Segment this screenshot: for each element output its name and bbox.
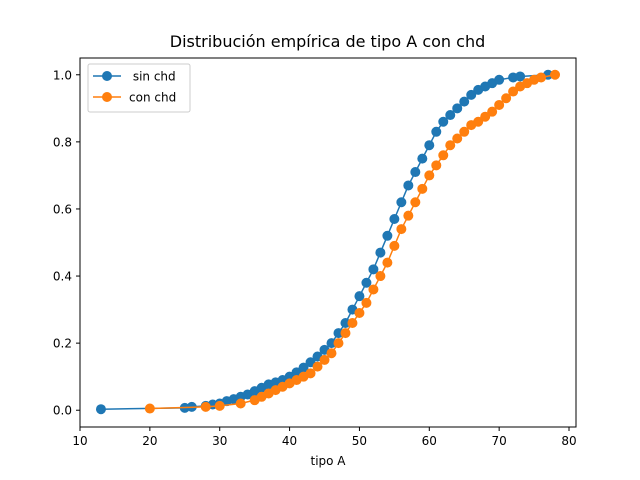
x-tick-label: 70 — [492, 434, 507, 448]
data-point-series-1 — [445, 110, 456, 121]
x-tick-label: 80 — [561, 434, 576, 448]
data-point-series-1 — [466, 89, 477, 100]
data-point-series-1 — [403, 180, 414, 191]
data-point-series-1 — [368, 264, 379, 275]
data-point-series-2 — [403, 210, 414, 221]
data-point-series-2 — [501, 93, 512, 104]
data-point-series-1 — [431, 126, 442, 137]
data-point-series-2 — [319, 354, 330, 365]
data-point-series-2 — [333, 338, 344, 349]
data-point-series-2 — [536, 72, 547, 83]
y-tick-label: 0.6 — [53, 202, 72, 216]
data-point-series-2 — [235, 398, 246, 409]
data-point-series-2 — [424, 170, 435, 181]
data-point-series-1 — [438, 116, 449, 127]
data-point-series-2 — [382, 257, 393, 268]
data-point-series-1 — [515, 71, 526, 82]
axes-frame — [79, 57, 577, 428]
data-point-series-2 — [410, 197, 421, 208]
data-point-series-2 — [473, 116, 484, 127]
data-point-series-2 — [438, 150, 449, 161]
data-point-series-2 — [487, 106, 498, 117]
x-tick-label: 60 — [422, 434, 437, 448]
x-ticks: 10 20 30 40 50 60 70 80 — [72, 427, 577, 448]
data-point-series-1 — [389, 214, 400, 225]
data-point-series-1 — [95, 404, 106, 415]
data-point-series-2 — [480, 111, 491, 122]
x-tick-label: 40 — [282, 434, 297, 448]
y-tick-label: 0.8 — [53, 135, 72, 149]
data-point-series-2 — [459, 126, 470, 137]
data-point-series-1 — [452, 103, 463, 114]
data-point-series-1 — [410, 167, 421, 178]
data-point-series-1 — [305, 357, 316, 368]
data-point-series-1 — [382, 230, 393, 241]
data-point-series-2 — [144, 403, 155, 414]
data-point-series-1 — [417, 153, 428, 164]
data-point-series-2 — [214, 400, 225, 411]
data-point-series-2 — [354, 307, 365, 318]
data-point-series-2 — [200, 401, 211, 412]
y-ticks: 0.0 0.2 0.4 0.6 0.8 1.0 — [53, 68, 80, 418]
x-tick-label: 20 — [142, 434, 157, 448]
y-tick-label: 0.0 — [53, 404, 72, 418]
data-point-series-2 — [361, 297, 372, 308]
legend-label-2: con chd — [129, 91, 176, 105]
x-tick-label: 10 — [72, 434, 87, 448]
data-point-series-2 — [340, 328, 351, 339]
chart-title: Distribución empírica de tipo A con chd — [169, 32, 486, 51]
y-tick-label: 0.2 — [53, 337, 72, 351]
data-point-series-2 — [494, 99, 505, 110]
data-point-series-1 — [459, 96, 470, 107]
data-point-series-2 — [508, 86, 519, 97]
legend-label-1: sin chd — [129, 70, 176, 84]
data-point-series-1 — [354, 291, 365, 302]
data-point-series-2 — [326, 348, 337, 359]
data-point-series-2 — [389, 240, 400, 251]
data-point-series-2 — [550, 69, 561, 80]
data-point-series-1 — [424, 140, 435, 151]
data-point-series-1 — [361, 277, 372, 288]
legend: sin chd con chd — [87, 63, 191, 113]
x-axis-label: tipo A — [310, 454, 346, 468]
y-tick-label: 1.0 — [53, 68, 72, 82]
legend-marker-1 — [102, 71, 112, 81]
y-tick-label: 0.4 — [53, 270, 72, 284]
data-point-series-2 — [431, 160, 442, 171]
data-point-series-2 — [452, 133, 463, 144]
series-line-2 — [149, 74, 556, 410]
data-point-series-2 — [375, 271, 386, 282]
series-layer — [95, 69, 561, 415]
data-point-series-1 — [494, 74, 505, 85]
x-tick-label: 50 — [352, 434, 367, 448]
legend-marker-2 — [102, 92, 112, 102]
x-tick-label: 30 — [212, 434, 227, 448]
data-point-series-2 — [347, 318, 358, 329]
data-point-series-2 — [417, 183, 428, 194]
data-point-series-2 — [396, 224, 407, 235]
data-point-series-1 — [396, 197, 407, 208]
data-point-series-2 — [305, 368, 316, 379]
data-point-series-2 — [368, 284, 379, 295]
data-point-series-2 — [445, 140, 456, 151]
data-point-series-2 — [312, 361, 323, 372]
data-point-series-1 — [375, 247, 386, 258]
